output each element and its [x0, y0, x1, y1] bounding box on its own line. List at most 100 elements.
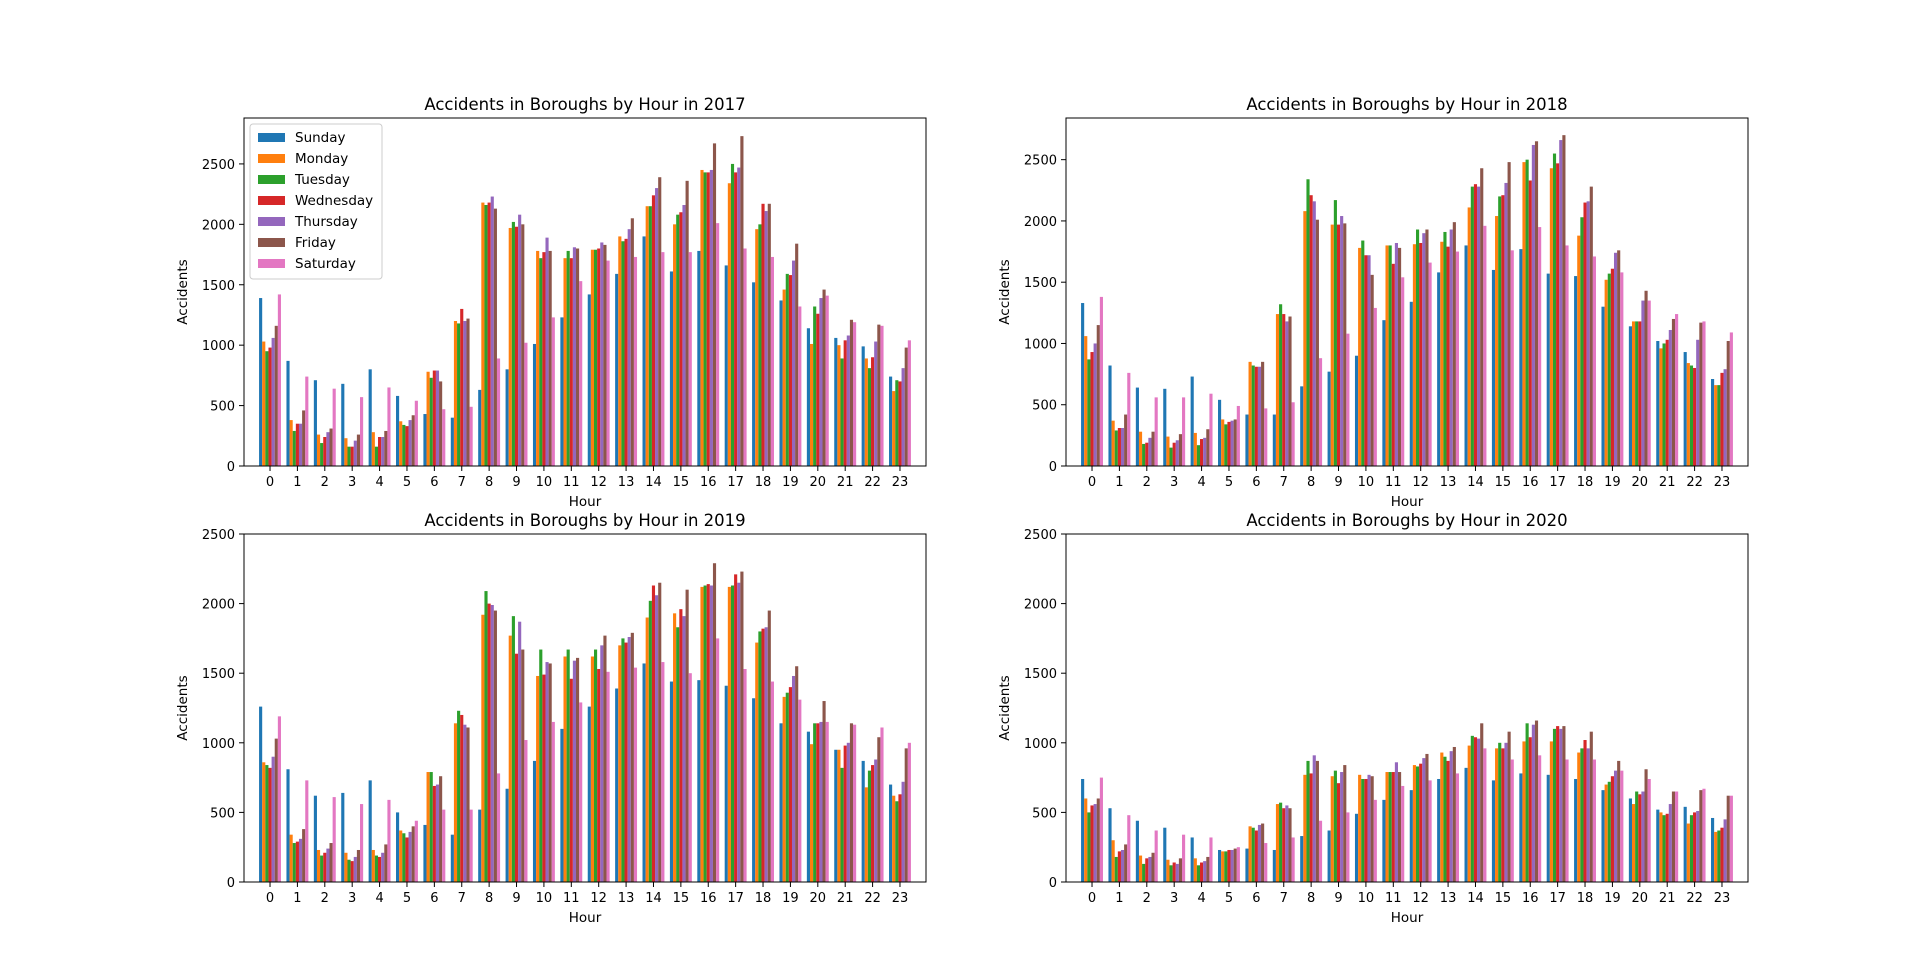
bar [356, 434, 361, 466]
bar [618, 236, 622, 466]
bar [904, 347, 908, 466]
bar [1416, 766, 1420, 882]
bar [496, 358, 501, 466]
bar [767, 203, 771, 467]
bar [1470, 186, 1474, 466]
bar [414, 820, 418, 882]
x-tick-label: 12 [590, 475, 607, 490]
bar [426, 772, 430, 882]
x-tick-label: 23 [892, 891, 909, 906]
bar [1686, 823, 1690, 882]
bar [658, 582, 662, 882]
legend-label: Wednesday [295, 193, 373, 209]
bar [874, 759, 878, 882]
x-tick-label: 1 [1115, 475, 1123, 490]
bar [1090, 805, 1094, 882]
bar [329, 428, 333, 466]
bar [627, 229, 631, 466]
bar [840, 358, 844, 466]
bar [1370, 274, 1374, 466]
bar [1254, 366, 1258, 466]
bar [511, 616, 515, 882]
bar [645, 617, 649, 882]
bar [1693, 367, 1697, 466]
bar [889, 784, 893, 882]
bar [1446, 760, 1450, 882]
x-tick-label: 21 [837, 475, 854, 490]
bar [1099, 296, 1103, 466]
bar [1720, 372, 1724, 466]
bar [411, 826, 415, 882]
bar [712, 143, 717, 467]
bar [1282, 314, 1286, 466]
bar [572, 247, 576, 466]
bar [286, 360, 290, 467]
bar [505, 369, 509, 466]
bar [1254, 830, 1258, 882]
bar [834, 337, 838, 466]
bar [1306, 760, 1310, 882]
bar [414, 400, 418, 466]
x-tick-label: 10 [536, 891, 553, 906]
bar [1193, 432, 1197, 466]
bar [1556, 726, 1560, 882]
bar [1221, 851, 1225, 882]
bar [1473, 737, 1478, 882]
bar [1683, 352, 1687, 466]
bar [1577, 235, 1581, 466]
bar [1318, 820, 1323, 882]
bar [1151, 431, 1155, 466]
bar [895, 380, 899, 466]
y-tick-label: 1000 [1024, 737, 1057, 752]
x-tick-label: 20 [810, 891, 827, 906]
bar [904, 748, 908, 882]
bar [1416, 229, 1420, 466]
bar [1315, 760, 1319, 882]
bar [1346, 333, 1350, 466]
bar [1693, 812, 1697, 882]
bar [1391, 263, 1395, 466]
bar [484, 591, 488, 882]
bar [1166, 859, 1170, 882]
bar [795, 243, 799, 466]
legend-swatch [258, 154, 285, 163]
bar [1124, 414, 1128, 466]
x-axis-label: Hour [569, 494, 602, 510]
x-tick-label: 16 [1522, 475, 1539, 490]
bar [560, 728, 564, 882]
bar [1312, 755, 1316, 882]
bar [1531, 144, 1535, 466]
bar [1428, 780, 1432, 882]
bar [1419, 242, 1423, 466]
y-tick-label: 2500 [202, 528, 235, 543]
bar [1117, 428, 1121, 466]
x-tick-label: 14 [1467, 891, 1484, 906]
bar [524, 342, 528, 466]
bar [1175, 863, 1179, 882]
bar [734, 574, 738, 882]
bar [1409, 790, 1413, 882]
bar [1641, 791, 1645, 882]
y-tick-label: 500 [210, 806, 235, 821]
bar [1142, 443, 1146, 466]
x-tick-label: 2 [1143, 475, 1151, 490]
x-tick-label: 5 [403, 475, 411, 490]
bar [1151, 852, 1155, 882]
y-tick-label: 2000 [202, 598, 235, 613]
bar [1546, 273, 1550, 466]
bar [688, 673, 692, 882]
bar [323, 437, 327, 466]
bar [764, 211, 768, 466]
bar [542, 252, 546, 467]
bar [460, 308, 464, 466]
x-tick-label: 12 [1412, 475, 1429, 490]
x-tick-label: 14 [1467, 475, 1484, 490]
bar [1178, 858, 1183, 882]
bar [329, 843, 333, 882]
bar [381, 437, 385, 466]
chart-title: Accidents in Boroughs by Hour in 2018 [1246, 95, 1567, 114]
bar [1154, 397, 1158, 466]
bar [569, 678, 573, 882]
bar [450, 834, 454, 882]
bar [289, 834, 293, 882]
